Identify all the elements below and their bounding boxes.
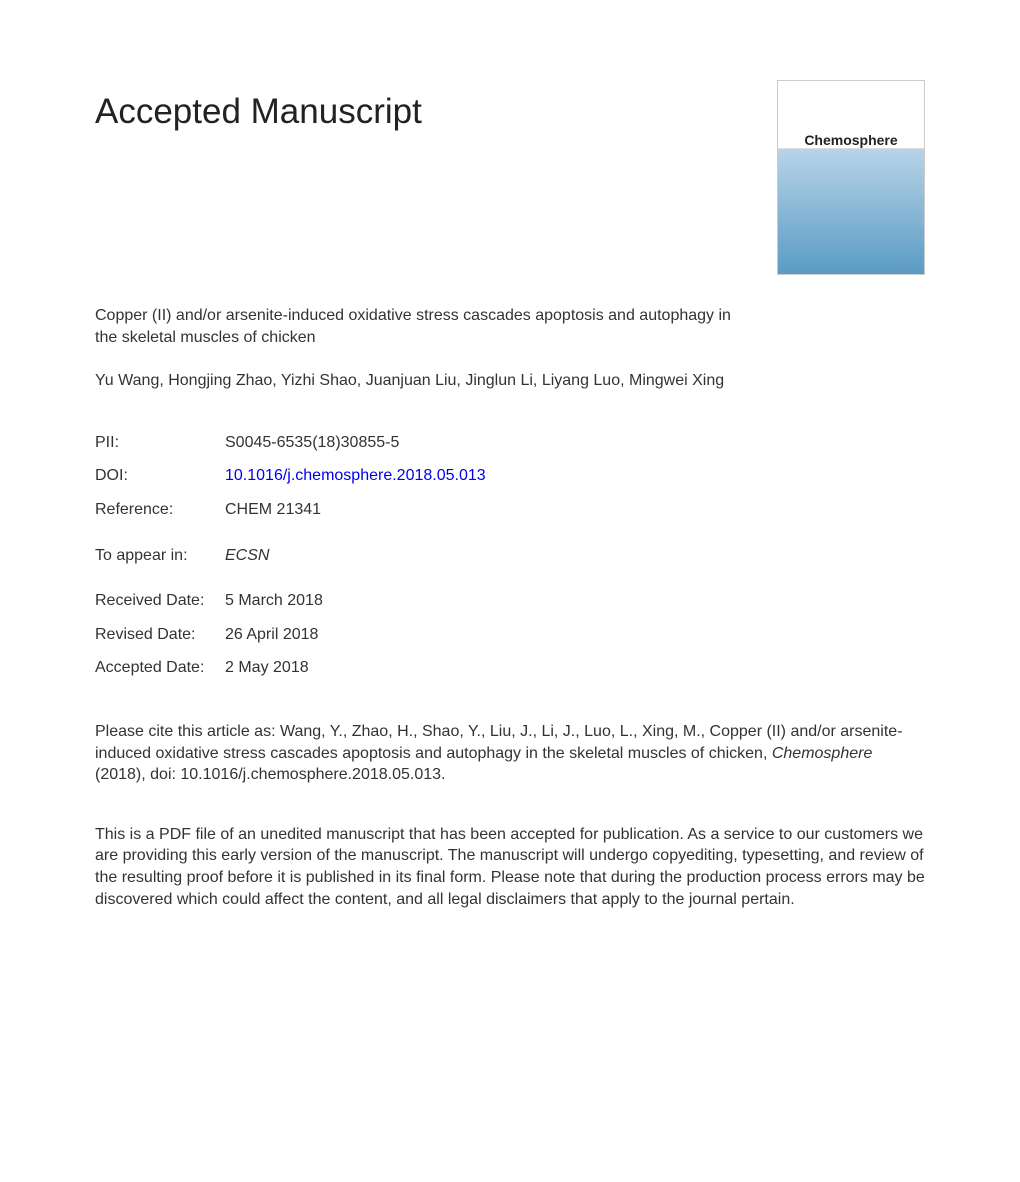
- meta-row-received: Received Date: 5 March 2018: [95, 590, 925, 612]
- metadata-table: PII: S0045-6535(18)30855-5 DOI: 10.1016/…: [95, 432, 925, 679]
- journal-cover-title: Chemosphere: [778, 131, 924, 150]
- meta-value: 5 March 2018: [225, 590, 323, 612]
- meta-row-accepted: Accepted Date: 2 May 2018: [95, 657, 925, 679]
- page-title: Accepted Manuscript: [95, 80, 422, 135]
- article-title: Copper (II) and/or arsenite-induced oxid…: [95, 305, 735, 348]
- header-row: Accepted Manuscript Chemosphere: [95, 80, 925, 275]
- meta-row-to-appear: To appear in: ECSN: [95, 545, 925, 567]
- meta-label: DOI:: [95, 465, 225, 487]
- authors: Yu Wang, Hongjing Zhao, Yizhi Shao, Juan…: [95, 370, 735, 392]
- journal-cover: Chemosphere: [777, 80, 925, 275]
- meta-value: 26 April 2018: [225, 624, 318, 646]
- meta-label: Received Date:: [95, 590, 225, 612]
- meta-label: Revised Date:: [95, 624, 225, 646]
- meta-value: S0045-6535(18)30855-5: [225, 432, 399, 454]
- meta-row-revised: Revised Date: 26 April 2018: [95, 624, 925, 646]
- meta-value: CHEM 21341: [225, 499, 321, 521]
- citation-suffix: (2018), doi: 10.1016/j.chemosphere.2018.…: [95, 766, 445, 783]
- meta-value: 2 May 2018: [225, 657, 309, 679]
- citation-text: Please cite this article as: Wang, Y., Z…: [95, 721, 925, 786]
- meta-value-doi-link[interactable]: 10.1016/j.chemosphere.2018.05.013: [225, 465, 486, 487]
- meta-label: Reference:: [95, 499, 225, 521]
- meta-row-doi: DOI: 10.1016/j.chemosphere.2018.05.013: [95, 465, 925, 487]
- meta-row-pii: PII: S0045-6535(18)30855-5: [95, 432, 925, 454]
- disclaimer-text: This is a PDF file of an unedited manusc…: [95, 824, 925, 910]
- meta-label: To appear in:: [95, 545, 225, 567]
- meta-value: ECSN: [225, 545, 269, 567]
- meta-label: PII:: [95, 432, 225, 454]
- meta-row-reference: Reference: CHEM 21341: [95, 499, 925, 521]
- citation-journal: Chemosphere: [772, 745, 873, 762]
- meta-label: Accepted Date:: [95, 657, 225, 679]
